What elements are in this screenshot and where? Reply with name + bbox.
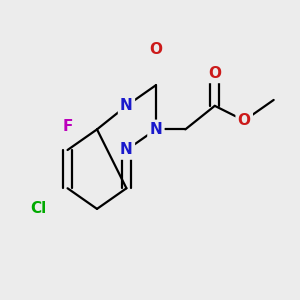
Text: N: N [120, 142, 133, 158]
Text: Cl: Cl [30, 201, 46, 216]
Text: F: F [62, 119, 73, 134]
Text: N: N [120, 98, 133, 113]
Text: O: O [238, 113, 251, 128]
Text: O: O [208, 66, 221, 81]
Text: N: N [149, 122, 162, 137]
Text: O: O [149, 42, 162, 57]
